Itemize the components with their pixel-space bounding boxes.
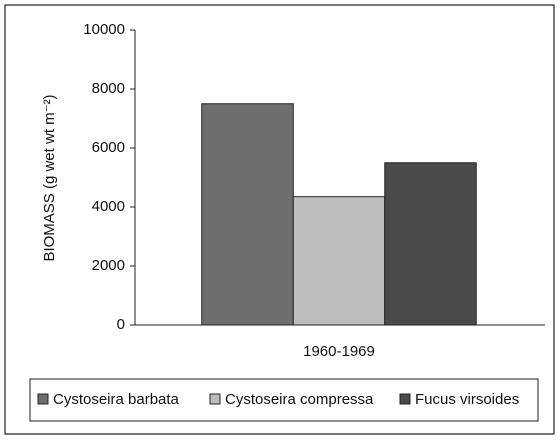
y-tick-label: 10000 (83, 21, 125, 38)
legend-frame (29, 378, 539, 422)
bar (292, 196, 386, 326)
bar (384, 162, 477, 326)
y-tick-label: 2000 (92, 257, 125, 274)
legend-swatch (209, 393, 221, 405)
x-tick-label: 1960-1969 (303, 343, 375, 360)
bar (201, 103, 294, 326)
y-tick-label: 8000 (92, 80, 125, 97)
y-tick-label: 4000 (92, 198, 125, 215)
y-axis-label: BIOMASS (g wet wt m⁻²) (41, 94, 58, 261)
legend-label: Cystoseira barbata (53, 391, 180, 408)
legend-label: Fucus virsoides (415, 391, 519, 408)
y-tick-label: 6000 (92, 139, 125, 156)
legend-swatch (37, 393, 49, 405)
legend-label: Cystoseira compressa (225, 391, 374, 408)
legend-swatch (399, 393, 411, 405)
y-tick-label: 0 (117, 316, 125, 333)
